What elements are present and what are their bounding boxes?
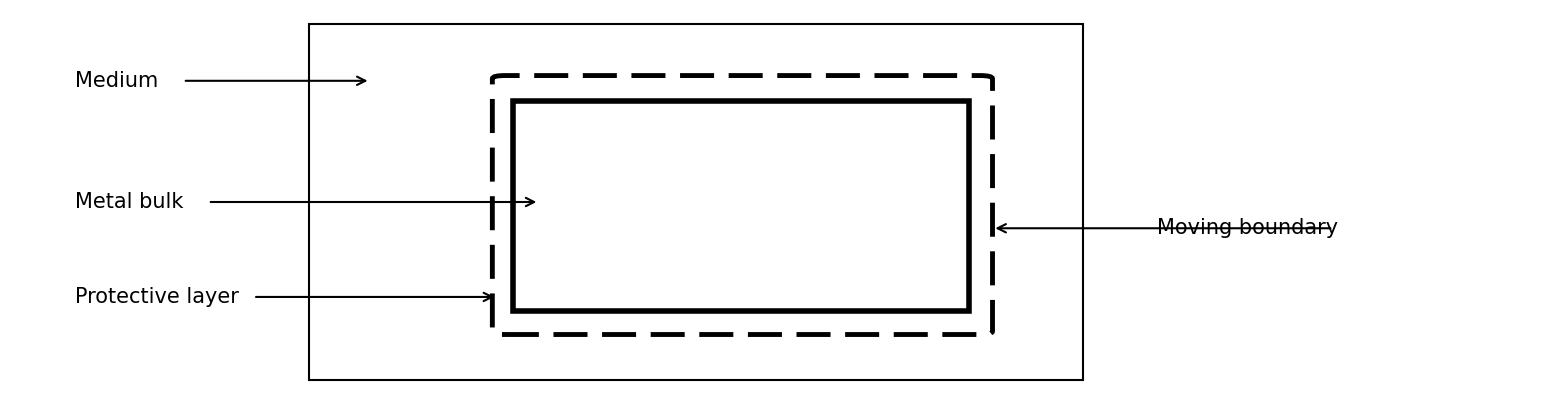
Bar [513,101,969,311]
Text: Moving boundary: Moving boundary [1157,218,1338,238]
Bar [309,24,1083,380]
Text: Protective layer: Protective layer [75,287,239,307]
Text: Metal bulk: Metal bulk [75,192,183,212]
Text: Medium: Medium [75,71,158,91]
